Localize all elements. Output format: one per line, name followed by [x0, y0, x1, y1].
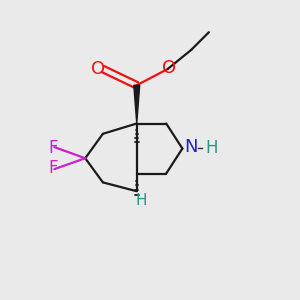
Text: F: F — [48, 139, 58, 157]
Text: O: O — [92, 60, 106, 78]
Text: H: H — [135, 193, 147, 208]
Text: N: N — [184, 138, 197, 156]
Text: H: H — [206, 139, 218, 157]
Text: O: O — [162, 58, 176, 76]
Text: F: F — [48, 159, 58, 177]
Polygon shape — [134, 85, 140, 124]
